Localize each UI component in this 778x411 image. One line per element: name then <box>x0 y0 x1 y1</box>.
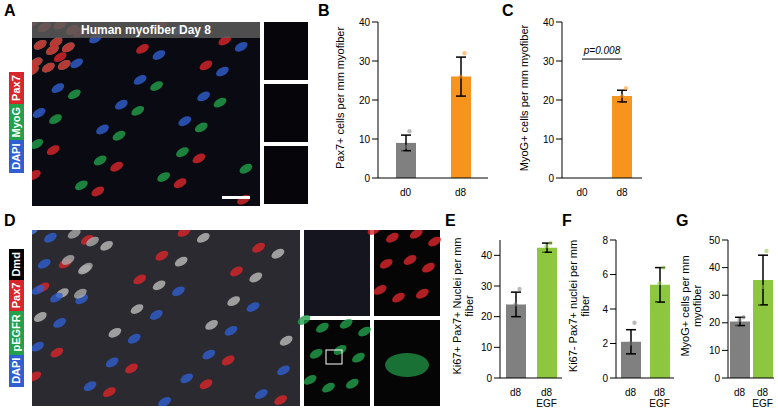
svg-text:d0: d0 <box>400 187 412 198</box>
html-text:Pax7+ cells per mm myofiber: Pax7+ cells per mm myofiber <box>334 26 346 170</box>
html-text:Pax7: Pax7 <box>9 75 22 101</box>
svg-text:d8EGF: d8EGF <box>752 387 770 408</box>
html-text:A: A <box>4 2 16 19</box>
svg-text:d8: d8 <box>510 387 522 398</box>
svg-text:20: 20 <box>481 311 493 322</box>
svg-text:40: 40 <box>543 17 555 28</box>
svg-text:20: 20 <box>359 95 371 106</box>
html-text:Dmd: Dmd <box>9 252 22 277</box>
html-text:Human myofiber Day 8: Human myofiber Day 8 <box>81 23 211 37</box>
svg-text:20: 20 <box>709 317 721 328</box>
html-text:MyoG+ cells per mm myofiber: MyoG+ cells per mm myofiber <box>518 24 530 172</box>
html-text:DAPI: DAPI <box>9 143 22 170</box>
svg-text:0: 0 <box>486 373 492 384</box>
html-text:Ki67- Pax7+ nuclei per mm fibe: Ki67- Pax7+ nuclei per mm fiber <box>567 239 591 373</box>
svg-text:8: 8 <box>602 235 608 246</box>
svg-text:50: 50 <box>709 235 721 246</box>
svg-text:d0: d0 <box>576 187 588 198</box>
svg-text:10: 10 <box>359 134 371 145</box>
html-text:F: F <box>562 212 572 229</box>
svg-text:0: 0 <box>714 373 720 384</box>
svg-text:p=0.008: p=0.008 <box>583 45 621 56</box>
svg-text:d8: d8 <box>455 187 467 198</box>
svg-text:30: 30 <box>359 56 371 67</box>
html-text:G: G <box>676 212 689 229</box>
svg-text:30: 30 <box>709 290 721 301</box>
html-text:Pax7: Pax7 <box>9 282 22 309</box>
svg-text:6: 6 <box>602 269 608 280</box>
html-text:B: B <box>318 2 330 19</box>
svg-text:30: 30 <box>543 56 555 67</box>
html-text:pEGFR: pEGFR <box>9 314 22 352</box>
svg-text:30: 30 <box>481 281 493 292</box>
svg-text:40: 40 <box>359 17 371 28</box>
html-text:MyoG: MyoG <box>9 106 22 138</box>
html-text:E: E <box>445 212 456 229</box>
svg-text:0: 0 <box>364 173 370 184</box>
svg-text:d8EGF: d8EGF <box>536 387 557 408</box>
svg-text:0: 0 <box>602 373 608 384</box>
svg-text:d8: d8 <box>734 387 746 398</box>
html-text:D: D <box>4 212 16 229</box>
svg-text:4: 4 <box>602 304 608 315</box>
html-text:DAPI: DAPI <box>9 357 22 384</box>
html-text:Ki67+ Pax7+ Nuclei per mm fibe: Ki67+ Pax7+ Nuclei per mm fiber <box>451 237 475 375</box>
html-text:MyoG+ cells per mm myofiber: MyoG+ cells per mm myofiber <box>679 255 703 357</box>
svg-text:40: 40 <box>481 250 493 261</box>
svg-text:10: 10 <box>543 134 555 145</box>
svg-text:10: 10 <box>481 342 493 353</box>
html-text:C: C <box>502 2 514 19</box>
svg-text:10: 10 <box>709 345 721 356</box>
svg-text:d8: d8 <box>625 387 637 398</box>
svg-text:d8EGF: d8EGF <box>649 387 670 408</box>
svg-text:0: 0 <box>548 173 554 184</box>
svg-text:40: 40 <box>709 262 721 273</box>
svg-text:2: 2 <box>602 338 608 349</box>
svg-text:20: 20 <box>543 95 555 106</box>
svg-text:d8: d8 <box>616 187 628 198</box>
